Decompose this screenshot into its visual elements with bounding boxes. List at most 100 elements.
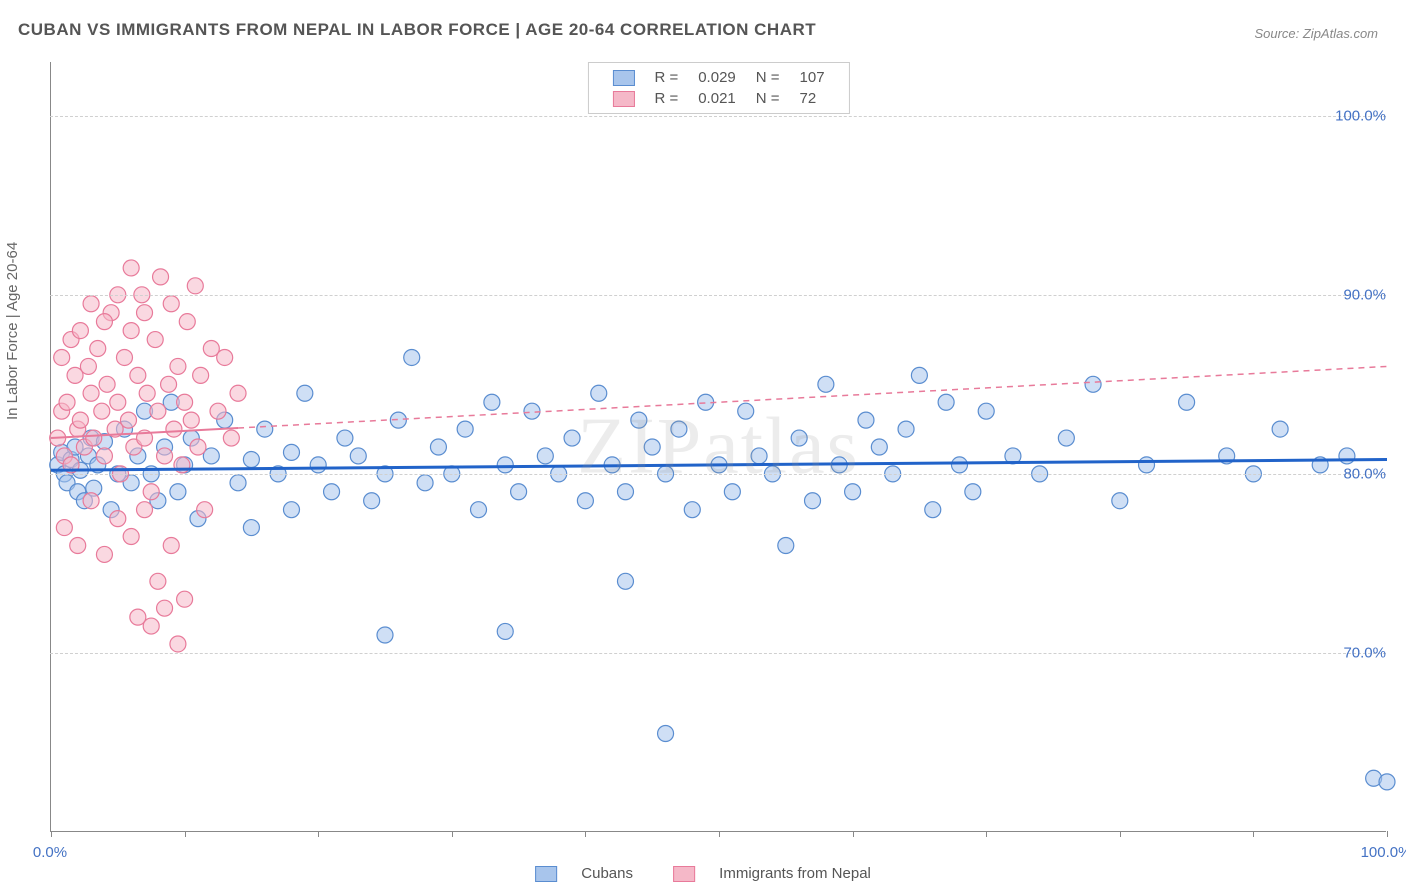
x-tick-label: 100.0% [1361,844,1406,861]
x-tick [1120,831,1121,837]
data-point [80,358,96,374]
data-point [738,403,754,419]
legend-row: R =0.021N =72 [602,88,834,109]
data-point [187,278,203,294]
data-point [471,502,487,518]
data-point [324,484,340,500]
data-point [86,430,102,446]
data-point [617,484,633,500]
data-point [257,421,273,437]
data-point [166,421,182,437]
data-point [751,448,767,464]
data-point [157,600,173,616]
data-point [120,412,136,428]
data-point [805,493,821,509]
y-tick-label: 100.0% [1335,107,1386,124]
data-point [54,349,70,365]
data-point [230,385,246,401]
data-point [163,296,179,312]
data-point [96,448,112,464]
data-point [858,412,874,428]
y-axis-label: In Labor Force | Age 20-64 [4,242,21,420]
data-point [110,511,126,527]
data-point [123,323,139,339]
data-point [59,394,75,410]
data-point [170,484,186,500]
data-point [179,314,195,330]
legend-n-label: N = [746,67,790,88]
data-point [161,376,177,392]
x-tick [318,831,319,837]
data-point [591,385,607,401]
data-point [537,448,553,464]
data-point [350,448,366,464]
data-point [123,260,139,276]
data-point [1339,448,1355,464]
data-point [96,314,112,330]
data-point [143,618,159,634]
x-tick [185,831,186,837]
data-point [150,573,166,589]
data-point [193,367,209,383]
data-point [925,502,941,518]
legend-correlation: R =0.029N =107R =0.021N =72 [587,62,849,114]
legend-r-value: 0.021 [688,88,746,109]
legend-item: Immigrants from Nepal [663,865,881,882]
legend-swatch [673,866,695,882]
data-point [157,448,173,464]
regression-line [238,366,1387,428]
data-point [123,529,139,545]
legend-n-label: N = [746,88,790,109]
data-point [217,349,233,365]
data-point [818,376,834,392]
data-point [511,484,527,500]
data-point [364,493,380,509]
data-point [223,430,239,446]
data-point [1085,376,1101,392]
data-point [938,394,954,410]
data-point [150,403,166,419]
x-tick [1387,831,1388,837]
data-point [83,385,99,401]
x-tick [585,831,586,837]
y-tick-label: 70.0% [1343,644,1386,661]
data-point [170,358,186,374]
data-point [139,385,155,401]
data-point [153,269,169,285]
data-point [644,439,660,455]
data-point [283,502,299,518]
legend-r-label: R = [644,88,688,109]
data-point [72,412,88,428]
legend-label: Cubans [581,865,633,882]
data-point [96,546,112,562]
x-tick [853,831,854,837]
data-point [163,537,179,553]
data-point [170,636,186,652]
data-point [70,537,86,553]
data-point [1058,430,1074,446]
legend-r-value: 0.029 [688,67,746,88]
data-point [631,412,647,428]
data-point [183,412,199,428]
legend-item: Cubans [525,865,643,882]
data-point [417,475,433,491]
data-point [116,349,132,365]
data-point [177,394,193,410]
data-point [190,439,206,455]
data-point [617,573,633,589]
data-point [230,475,246,491]
data-point [99,376,115,392]
legend-series: Cubans Immigrants from Nepal [515,865,891,882]
data-point [147,332,163,348]
x-tick [986,831,987,837]
data-point [404,349,420,365]
data-point [684,502,700,518]
legend-r-label: R = [644,67,688,88]
data-point [978,403,994,419]
data-point [137,305,153,321]
y-tick-label: 90.0% [1343,286,1386,303]
legend-swatch [612,91,634,107]
x-tick [1253,831,1254,837]
gridline [50,116,1386,117]
data-point [83,296,99,312]
